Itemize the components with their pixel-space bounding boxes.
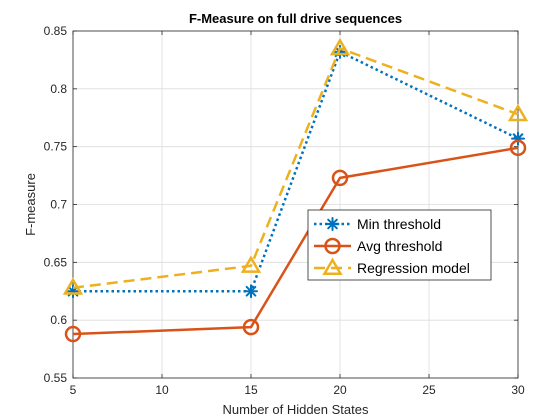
axis-ticks: 5 10 15 20 25 30 0.55 0.6 0.65 0.7 0.75 0.8 0.85: [44, 24, 525, 397]
x-tick-label: 5: [70, 383, 77, 397]
x-tick-label: 10: [155, 383, 169, 397]
x-tick-label: 20: [333, 383, 347, 397]
legend-entry-regression-model: Regression model: [314, 257, 470, 276]
legend-entry-avg-threshold: Avg threshold: [314, 237, 442, 255]
y-tick-label: 0.75: [44, 140, 68, 154]
x-tick-label: 15: [244, 383, 258, 397]
series-line-min-threshold: [73, 50, 519, 293]
chart-title: F-Measure on full drive sequences: [189, 11, 402, 26]
y-tick-label: 0.65: [44, 255, 68, 269]
data-point-min-threshold: [244, 284, 258, 299]
data-point-regression-model: [329, 37, 351, 56]
legend-label-regression-model: Regression model: [357, 260, 470, 276]
series-line-regression-model: [72, 47, 519, 290]
data-point-avg-threshold: [509, 139, 527, 157]
y-tick-label: 0.8: [50, 82, 67, 96]
legend-marker-shape-avg-threshold: [324, 237, 341, 255]
legend-label-min-threshold: Min threshold: [357, 216, 441, 232]
x-axis-label: Number of Hidden States: [223, 402, 369, 417]
y-tick-label: 0.7: [50, 198, 67, 212]
legend-marker-avg-threshold: [324, 237, 341, 255]
series-regression-model: [62, 37, 529, 295]
x-tick-label: 25: [422, 383, 436, 397]
data-point-regression-model: [62, 277, 84, 295]
y-tick-label: 0.55: [44, 371, 68, 385]
y-tick-label: 0.6: [50, 313, 67, 327]
y-tick-label: 0.85: [44, 24, 68, 38]
data-point-avg-threshold: [331, 169, 349, 187]
legend-entry-min-threshold: Min threshold: [314, 216, 441, 232]
legend-marker-min-threshold: [325, 217, 340, 231]
series-line-avg-threshold: [72, 146, 519, 336]
legend-marker-regression-model: [322, 257, 343, 276]
legend: Min threshold Avg threshold Regression m…: [307, 209, 492, 281]
legend-marker-shape-regression-model: [322, 257, 343, 276]
data-point-regression-model: [240, 255, 262, 273]
y-axis-label: F-measure: [23, 173, 38, 236]
legend-marker-shape-min-threshold: [325, 217, 340, 231]
data-point-regression-model: [507, 103, 529, 122]
data-point-avg-threshold: [64, 325, 82, 343]
data-point-avg-threshold: [242, 318, 260, 336]
x-tick-label: 30: [511, 383, 525, 397]
legend-label-avg-threshold: Avg threshold: [357, 238, 442, 254]
series-avg-threshold: [64, 139, 527, 343]
series-group: [62, 37, 529, 343]
